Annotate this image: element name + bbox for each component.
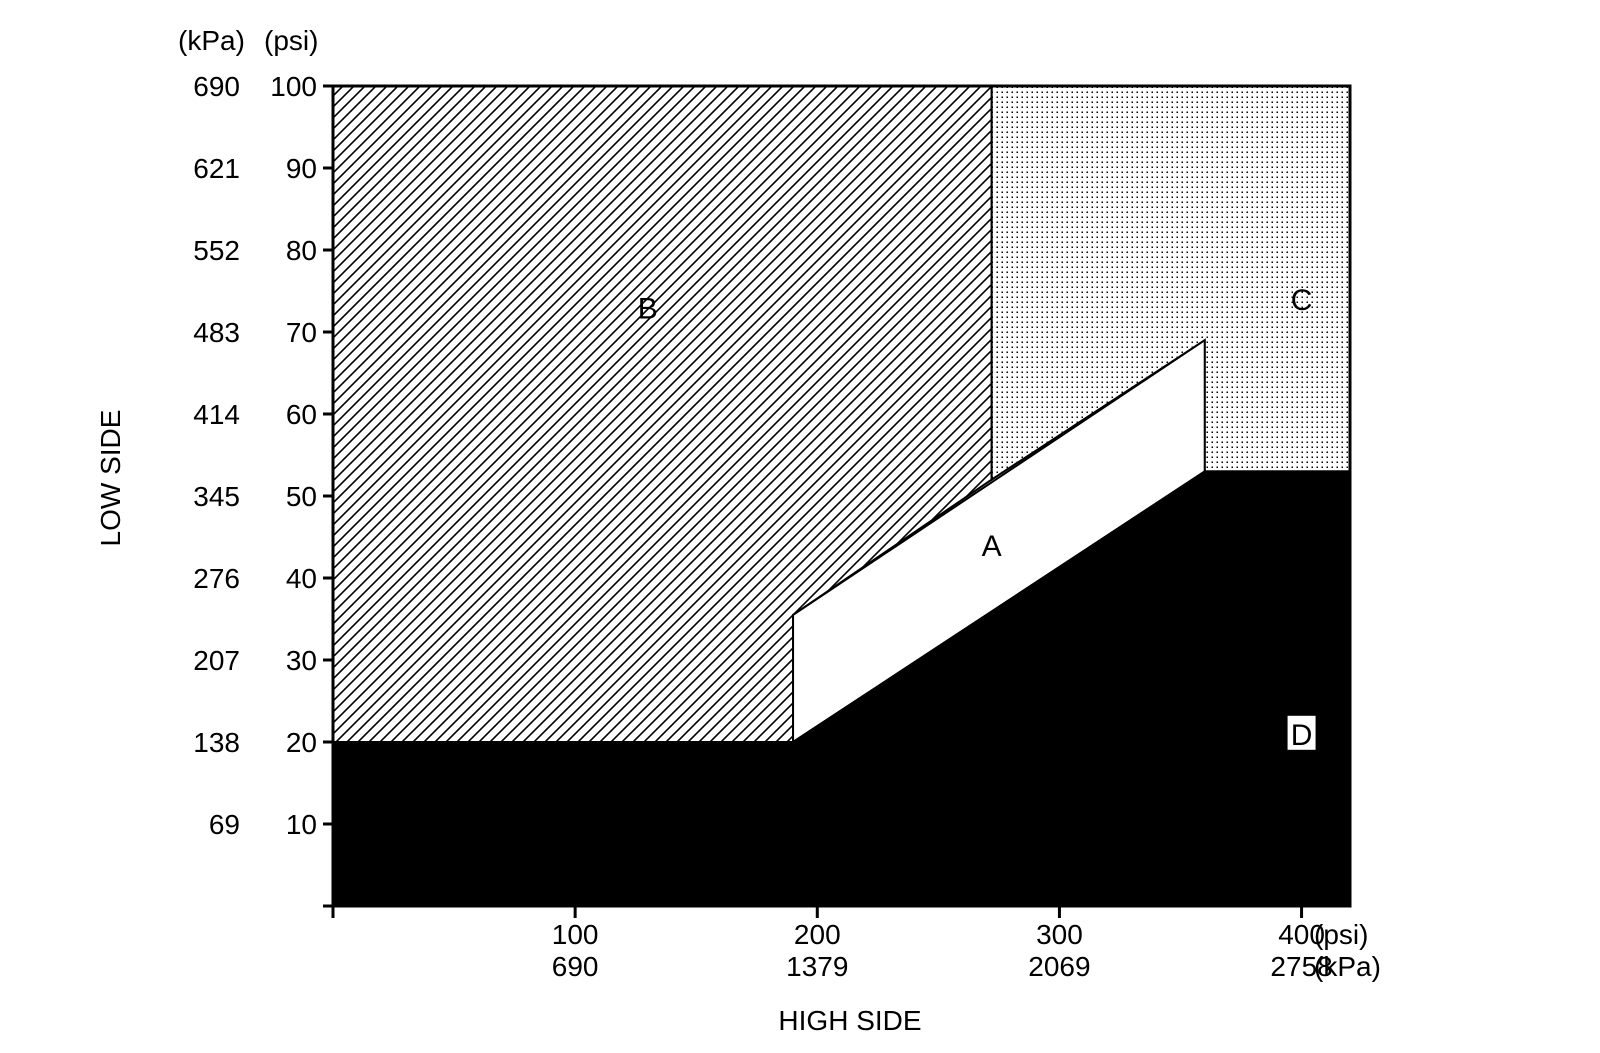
x-tick-label-psi-300: 300 — [1036, 919, 1083, 950]
y-tick-label-psi-100: 100 — [270, 71, 317, 102]
y-unit-kpa: (kPa) — [178, 25, 245, 56]
regions-layer — [332, 85, 1351, 907]
y-tick-label-psi-10: 10 — [286, 809, 317, 840]
x-tick-label-kpa-400: 2758 — [1270, 951, 1332, 982]
y-tick-label-kpa-20: 138 — [193, 727, 240, 758]
y-tick-label-psi-50: 50 — [286, 481, 317, 512]
y-tick-label-kpa-80: 552 — [193, 235, 240, 266]
region-label-bg-d — [1287, 715, 1316, 750]
y-tick-label-kpa-10: 69 — [209, 809, 240, 840]
region-label-d: D — [1291, 719, 1313, 752]
x-tick-label-kpa-200: 1379 — [786, 951, 848, 982]
y-tick-label-psi-90: 90 — [286, 153, 317, 184]
y-tick-label-psi-60: 60 — [286, 399, 317, 430]
x-axis-title: HIGH SIDE — [778, 1005, 921, 1036]
region-label-b: B — [638, 292, 658, 325]
region-label-a: A — [982, 530, 1002, 563]
y-tick-label-kpa-70: 483 — [193, 317, 240, 348]
y-unit-psi: (psi) — [264, 25, 318, 56]
y-tick-label-kpa-40: 276 — [193, 563, 240, 594]
y-tick-label-kpa-50: 345 — [193, 481, 240, 512]
x-tick-label-psi-200: 200 — [794, 919, 841, 950]
y-tick-label-kpa-100: 690 — [193, 71, 240, 102]
y-tick-label-psi-80: 80 — [286, 235, 317, 266]
y-tick-label-psi-70: 70 — [286, 317, 317, 348]
y-tick-label-psi-30: 30 — [286, 645, 317, 676]
y-tick-label-kpa-90: 621 — [193, 153, 240, 184]
y-tick-label-psi-20: 20 — [286, 727, 317, 758]
x-tick-label-psi-400: 400 — [1278, 919, 1325, 950]
y-axis-title: LOW SIDE — [95, 410, 126, 547]
y-tick-label-kpa-30: 207 — [193, 645, 240, 676]
region-label-c: C — [1291, 284, 1313, 317]
y-tick-label-kpa-60: 414 — [193, 399, 240, 430]
x-tick-label-psi-100: 100 — [552, 919, 599, 950]
x-unit-psi: (psi) — [1314, 919, 1368, 950]
x-tick-label-kpa-300: 2069 — [1028, 951, 1090, 982]
ticks-layer — [323, 84, 1304, 918]
x-unit-kpa: (kPa) — [1314, 951, 1381, 982]
y-tick-label-psi-40: 40 — [286, 563, 317, 594]
labels-layer: 10 69 20 138 30 207 40 276 50 345 60 414 70 483 80 552 9… — [193, 71, 1332, 982]
x-tick-label-kpa-100: 690 — [552, 951, 599, 982]
